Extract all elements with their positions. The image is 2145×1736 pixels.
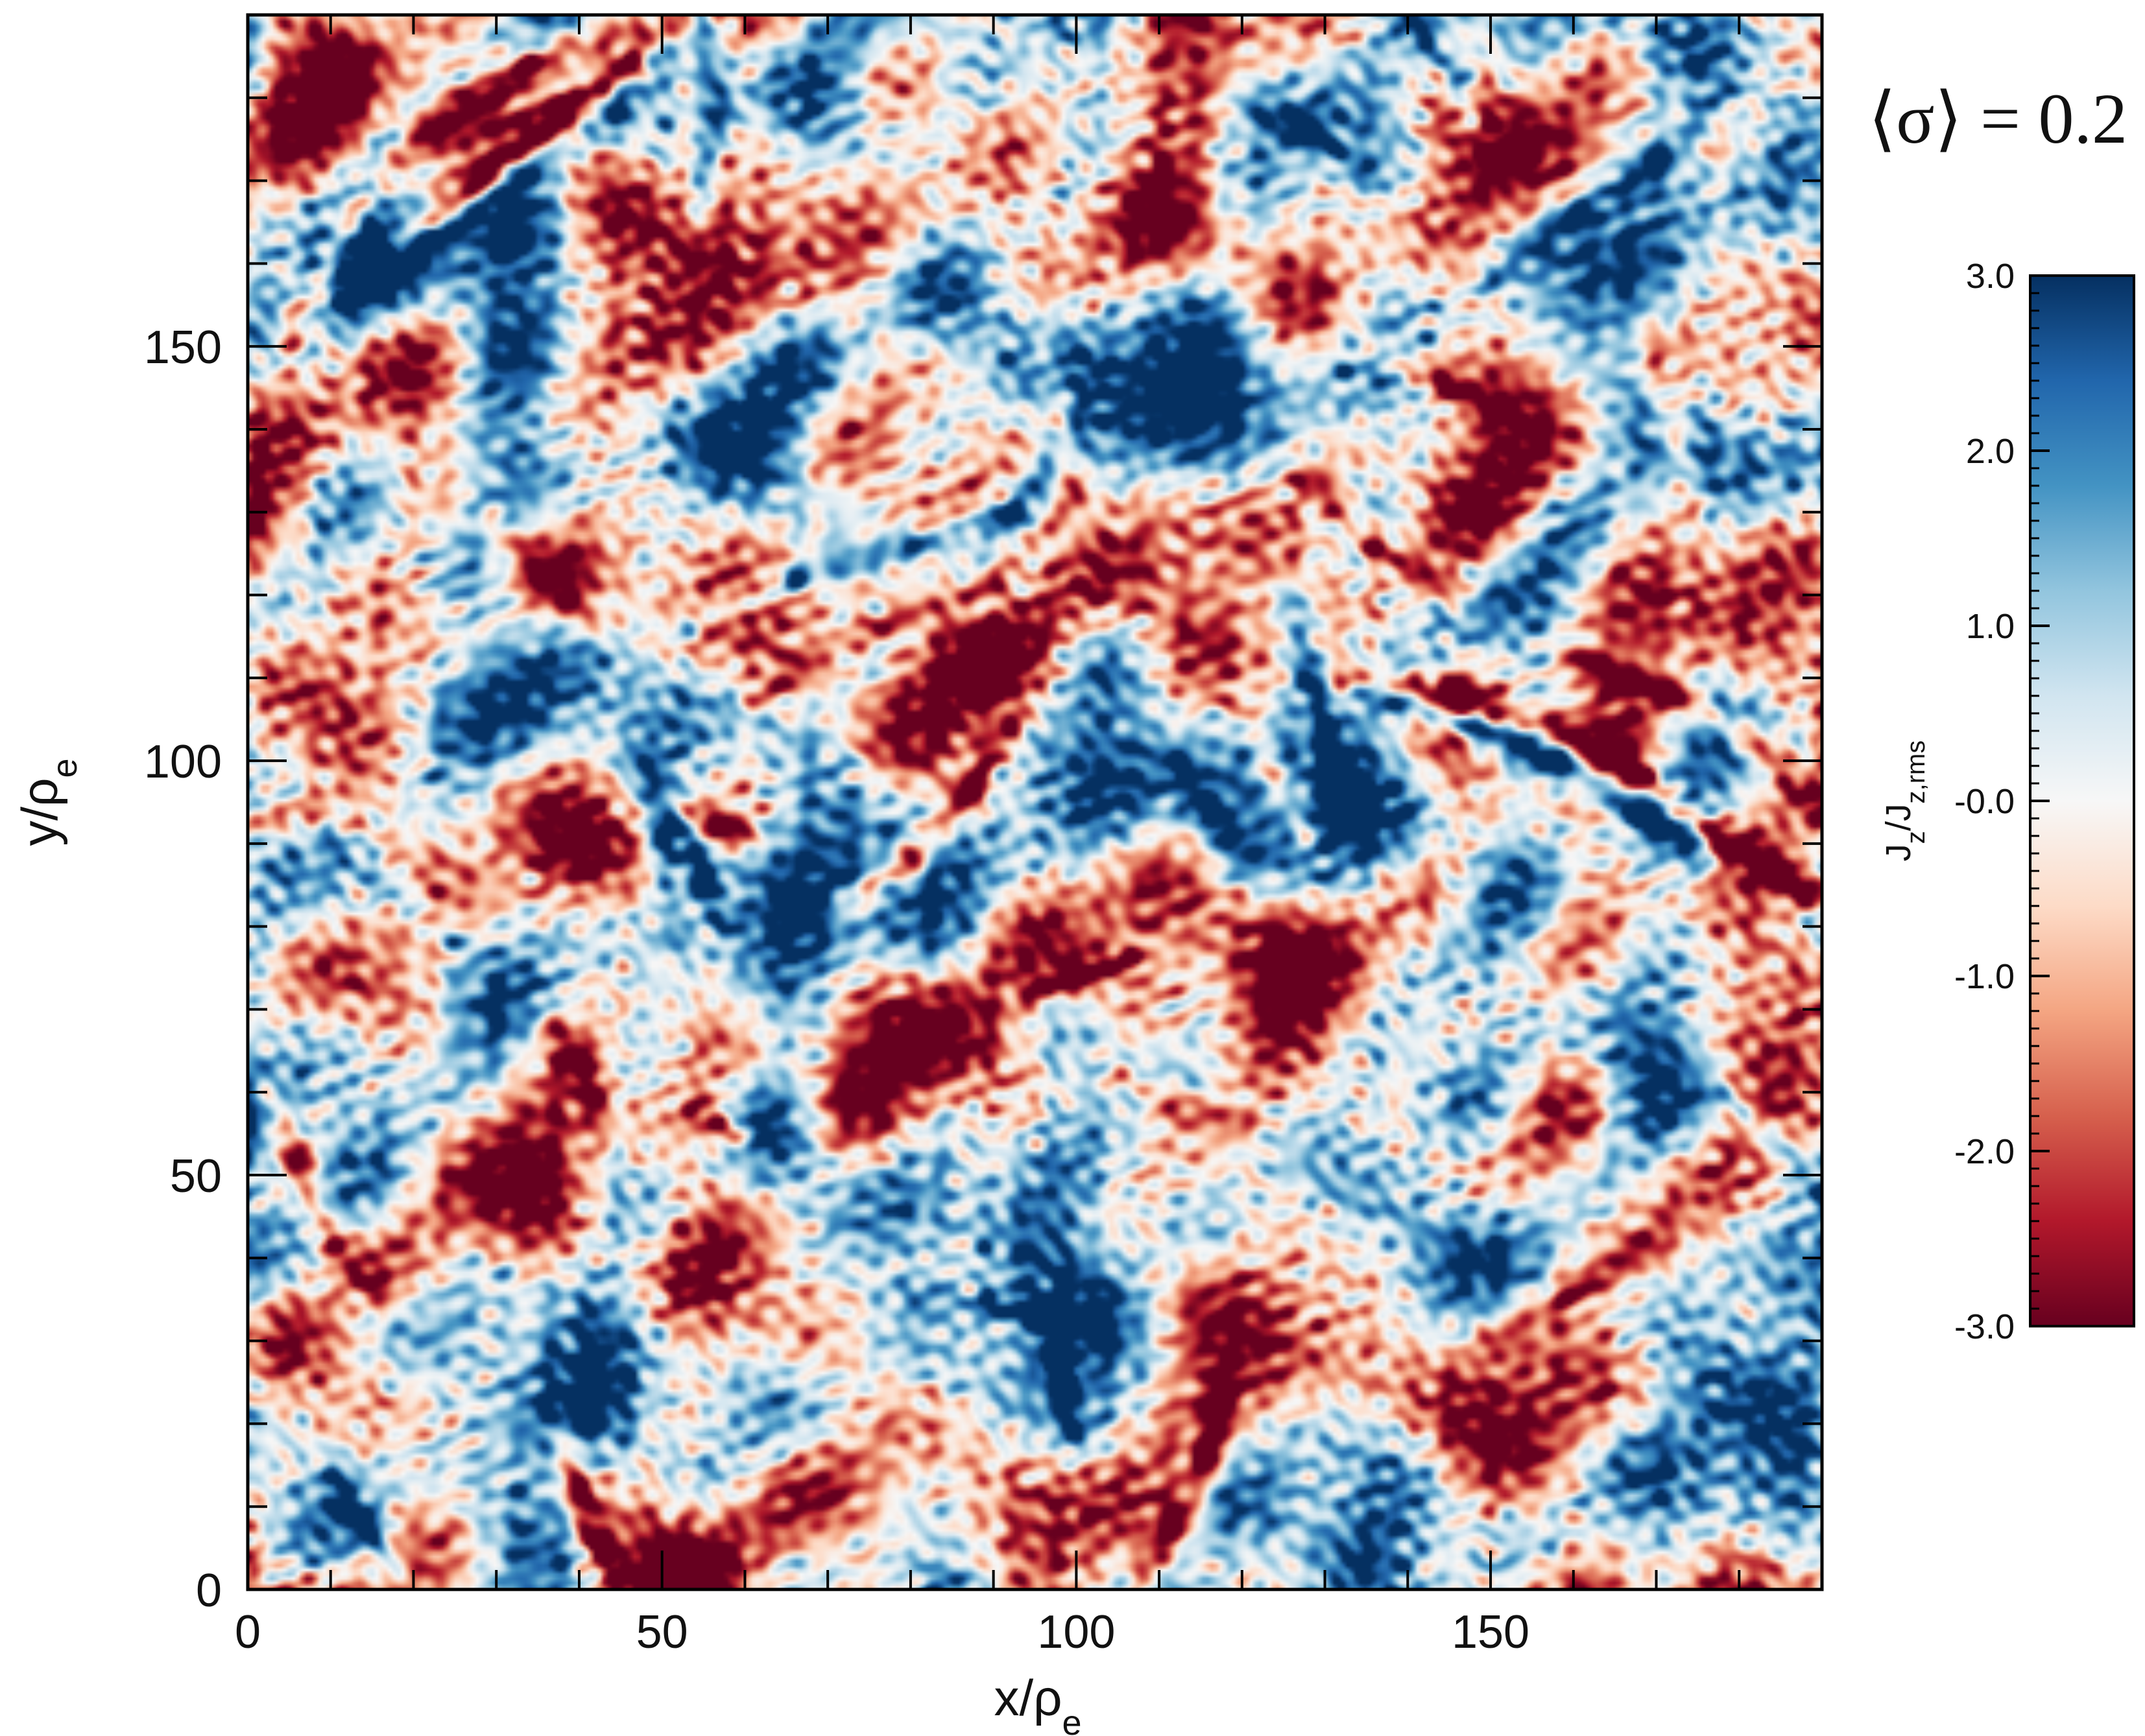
- colorbar-tick-label: 3.0: [1966, 257, 2015, 296]
- y-axis-title-main: y/ρ: [11, 778, 68, 846]
- colorbar-ticks: [2030, 274, 2050, 1327]
- y-tick-label: 100: [144, 736, 222, 788]
- colorbar-title-mid: /J: [1879, 803, 1918, 831]
- y-axis-title: y/ρe: [11, 758, 84, 846]
- colorbar-tick-label: 2.0: [1966, 432, 2015, 471]
- colorbar-title: Jz/Jz,rms: [1879, 741, 1930, 862]
- y-tick-label: 150: [144, 322, 222, 374]
- plot-frame: [246, 13, 1824, 1591]
- colorbar-title-sub1: z: [1902, 831, 1930, 844]
- colorbar-tick-label: 1.0: [1966, 607, 2015, 646]
- colorbar-tick-label: -3.0: [1954, 1307, 2015, 1346]
- current-density-heatmap: [248, 15, 1822, 1589]
- x-tick-label: 0: [235, 1606, 261, 1658]
- x-tick-label: 100: [1037, 1606, 1115, 1658]
- y-tick-label: 50: [170, 1150, 222, 1202]
- colorbar-tick-label: -1.0: [1954, 957, 2015, 996]
- y-tick-labels: 0 50 100 150: [144, 322, 222, 1617]
- x-axis-title-main: x/ρ: [994, 1669, 1062, 1726]
- y-axis-title-sub: e: [45, 758, 84, 778]
- x-tick-labels: 0 50 100 150: [235, 1606, 1529, 1658]
- axis-ticks: [246, 14, 1823, 1591]
- x-tick-label: 50: [636, 1606, 688, 1658]
- x-tick-label: 150: [1452, 1606, 1529, 1658]
- x-axis-title: x/ρe: [994, 1669, 1081, 1736]
- colorbar-tick-label: -0.0: [1954, 782, 2015, 821]
- sigma-annotation: ⟨σ⟩ = 0.2: [1868, 79, 2127, 158]
- y-tick-label: 0: [196, 1565, 222, 1617]
- colorbar-tick-label: -2.0: [1954, 1132, 2015, 1171]
- colorbar-tick-labels: 3.0 2.0 1.0 -0.0 -1.0 -2.0 -3.0: [1954, 257, 2015, 1346]
- colorbar-title-sub2: z,rms: [1902, 741, 1930, 804]
- colorbar-title-main: J: [1879, 844, 1918, 861]
- x-axis-title-sub: e: [1062, 1704, 1082, 1736]
